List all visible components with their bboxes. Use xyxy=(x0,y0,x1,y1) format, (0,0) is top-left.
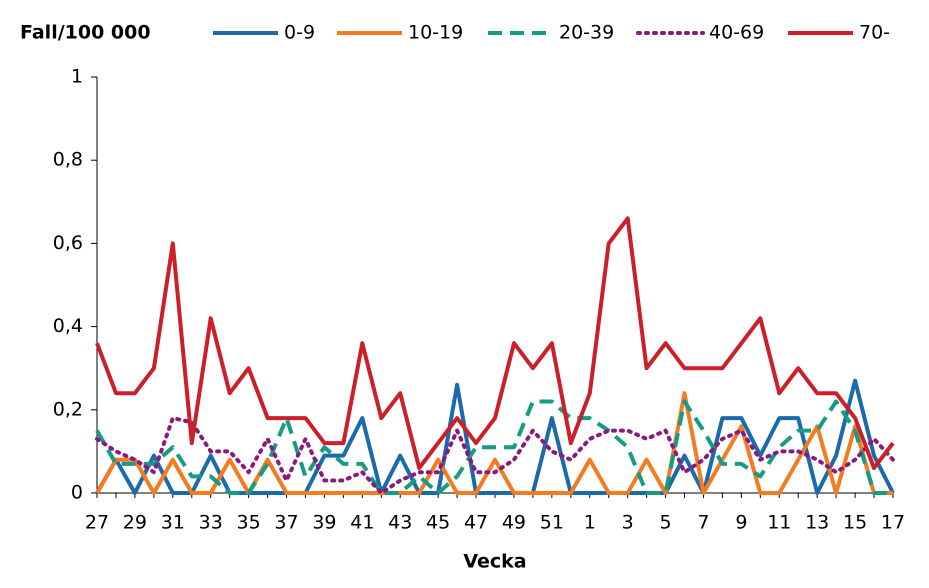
series-line xyxy=(95,399,893,495)
x-axis-label: Vecka xyxy=(463,551,526,573)
x-tick-label: 1 xyxy=(584,512,596,534)
y-tick-label: 0,2 xyxy=(53,398,83,420)
x-tick-label: 51 xyxy=(540,512,564,534)
y-tick-label: 0,4 xyxy=(53,315,83,337)
x-tick-label: 39 xyxy=(312,512,336,534)
x-tick-label: 13 xyxy=(805,512,829,534)
series-line xyxy=(95,378,895,495)
x-tick-label: 33 xyxy=(199,512,223,534)
y-tick-label: 0,6 xyxy=(53,232,83,254)
x-tick-label: 49 xyxy=(502,512,526,534)
series-line xyxy=(95,391,893,495)
x-tick-label: 35 xyxy=(237,512,261,534)
x-tick-label: 17 xyxy=(881,512,905,534)
x-tick-label: 43 xyxy=(388,512,412,534)
series-line xyxy=(95,416,895,495)
x-tick-label: 37 xyxy=(274,512,298,534)
legend-label: 10-19 xyxy=(408,22,463,44)
x-tick-label: 31 xyxy=(161,512,185,534)
y-tick-label: 0,8 xyxy=(53,149,83,171)
x-tick-label: 41 xyxy=(350,512,374,534)
x-tick-label: 3 xyxy=(622,512,634,534)
y-tick-label: 1 xyxy=(71,66,83,88)
series-line xyxy=(95,216,895,470)
x-tick-label: 7 xyxy=(697,512,709,534)
legend-label: 40-69 xyxy=(709,22,764,44)
x-tick-label: 11 xyxy=(767,512,791,534)
legend-label: 70- xyxy=(859,22,890,44)
y-tick-label: 0 xyxy=(71,482,83,504)
x-tick-label: 5 xyxy=(660,512,672,534)
y-axis-label: Fall/100 000 xyxy=(20,22,151,44)
x-tick-label: 45 xyxy=(426,512,450,534)
x-tick-label: 15 xyxy=(843,512,867,534)
x-tick-label: 9 xyxy=(735,512,747,534)
x-tick-label: 47 xyxy=(464,512,488,534)
x-tick-label: 27 xyxy=(85,512,109,534)
legend-label: 20-39 xyxy=(559,22,614,44)
legend-label: 0-9 xyxy=(284,22,315,44)
x-tick-label: 29 xyxy=(123,512,147,534)
